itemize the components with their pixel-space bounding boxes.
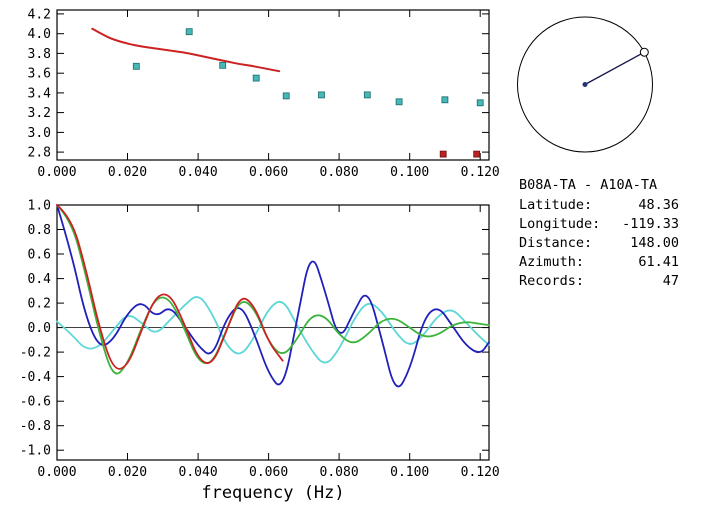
- y-tick-label: 0.8: [28, 223, 51, 238]
- series-reference-dispersion-curve: [91, 27, 281, 73]
- distance-value: 148.00: [630, 235, 679, 251]
- info-row-latitude: Latitude: 48.36: [519, 196, 699, 215]
- x-tick-label: 0.120: [461, 165, 500, 180]
- y-tick-label: 3.2: [28, 106, 51, 121]
- latitude-label: Latitude:: [519, 197, 593, 213]
- y-tick-label: -0.2: [20, 346, 51, 361]
- dispersion-plot: 0.000 0.020 0.040 0.060 0.080 0.100 0.120 2.8 3.…: [28, 7, 500, 180]
- station-pair-info: B08A-TA - A10A-TA Latitude: 48.36 Longit…: [519, 176, 699, 291]
- center-dot: [582, 82, 588, 87]
- marker-velocity-picks: [282, 92, 290, 100]
- longitude-value: -119.33: [622, 216, 679, 232]
- x-tick-label: 0.000: [37, 165, 76, 180]
- x-tick-label: 0.000: [37, 465, 76, 480]
- info-row-longitude: Longitude: -119.33: [519, 215, 699, 234]
- longitude-label: Longitude:: [519, 216, 601, 232]
- marker-velocity-picks: [363, 91, 371, 99]
- x-tick-label: 0.020: [108, 165, 147, 180]
- y-tick-label: -1.0: [20, 444, 51, 459]
- marker-velocity-picks: [441, 96, 449, 104]
- distance-label: Distance:: [519, 235, 593, 251]
- y-tick-label: 4.2: [28, 7, 51, 22]
- info-row-azimuth: Azimuth: 61.41: [519, 253, 699, 272]
- marker-velocity-picks: [476, 99, 484, 107]
- waveform-plot: 0.000 0.020 0.040 0.060 0.080 0.100 0.120 -1.0 -…: [20, 199, 500, 504]
- series-waveform-red: [56, 204, 284, 370]
- marker-velocity-picks: [132, 62, 140, 70]
- marker-velocity-picks: [395, 98, 403, 106]
- y-tick-label: 3.8: [28, 47, 51, 62]
- records-label: Records:: [519, 273, 585, 289]
- x-axis-title: frequency (Hz): [201, 483, 344, 503]
- y-tick-label: 3.4: [28, 86, 52, 101]
- x-tick-label: 0.100: [390, 465, 429, 480]
- y-tick-label: 3.6: [28, 67, 51, 82]
- dial-circle: [517, 16, 653, 153]
- x-tick-label: 0.040: [179, 465, 218, 480]
- y-tick-label: -0.4: [20, 370, 51, 385]
- x-tick-label: 0.080: [320, 465, 359, 480]
- marker-rejected-picks: [473, 150, 481, 158]
- x-tick-label: 0.060: [249, 165, 288, 180]
- x-tick-label: 0.080: [320, 165, 359, 180]
- x-tick-label: 0.020: [108, 465, 147, 480]
- y-tick-label: 0.0: [28, 321, 51, 336]
- y-tick-label: 0.4: [28, 272, 52, 287]
- marker-velocity-picks: [219, 61, 227, 69]
- station-pair-title: B08A-TA - A10A-TA: [519, 177, 658, 193]
- plot-frame: [56, 204, 490, 461]
- y-tick-label: 4.0: [28, 27, 51, 42]
- azimuth-line: [584, 51, 645, 86]
- azimuth-value: 61.41: [638, 254, 679, 270]
- marker-velocity-picks: [185, 28, 193, 36]
- plot-frame: [56, 9, 490, 161]
- y-tick-label: -0.8: [20, 419, 51, 434]
- records-value: 47: [662, 273, 679, 289]
- info-row-records: Records: 47: [519, 272, 699, 291]
- series-waveform-blue: [56, 204, 490, 388]
- y-tick-label: 2.8: [28, 146, 51, 161]
- series-waveform-cyan: [56, 296, 490, 364]
- y-tick-label: 0.6: [28, 248, 51, 263]
- azimuth-label: Azimuth:: [519, 254, 585, 270]
- latitude-value: 48.36: [638, 197, 679, 213]
- y-tick-label: 3.0: [28, 126, 51, 141]
- y-tick-label: 1.0: [28, 199, 51, 214]
- marker-rejected-picks: [439, 150, 447, 158]
- info-row-distance: Distance: 148.00: [519, 234, 699, 253]
- x-tick-label: 0.120: [461, 465, 500, 480]
- marker-velocity-picks: [318, 91, 325, 99]
- y-tick-label: -0.6: [20, 395, 51, 410]
- x-tick-label: 0.100: [390, 165, 429, 180]
- y-tick-label: 0.2: [28, 297, 51, 312]
- x-tick-label: 0.060: [249, 465, 288, 480]
- x-tick-label: 0.040: [179, 165, 218, 180]
- marker-velocity-picks: [252, 74, 260, 82]
- azimuth-dial: [517, 16, 653, 153]
- station-marker: [639, 47, 649, 57]
